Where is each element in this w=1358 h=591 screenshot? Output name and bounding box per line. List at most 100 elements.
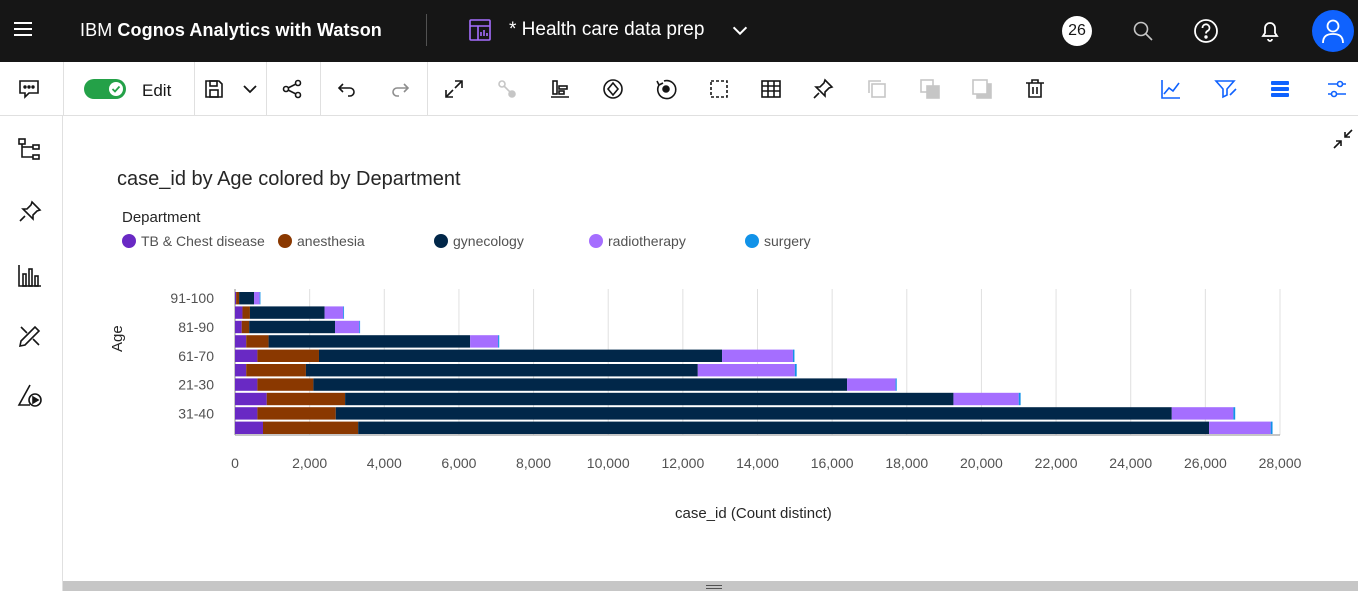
delete-icon[interactable] (1022, 76, 1048, 102)
bar-segment (235, 349, 258, 362)
data-tree-icon[interactable] (16, 136, 44, 164)
x-tick-label: 18,000 (885, 455, 928, 471)
bar-segment (697, 364, 795, 377)
x-tick-label: 20,000 (960, 455, 1003, 471)
filter-edit-icon[interactable] (1213, 76, 1239, 102)
select-area-icon[interactable] (706, 76, 732, 102)
legend-item[interactable]: anesthesia (278, 233, 365, 249)
bar-segment (794, 364, 797, 377)
bar-segment (268, 335, 471, 348)
bar-segment (266, 392, 346, 406)
bar-segment (953, 392, 1019, 406)
legend-item[interactable]: surgery (745, 233, 811, 249)
bar-segment (242, 306, 250, 319)
product-name: IBM Cognos Analytics with Watson (80, 20, 382, 40)
legend-swatch (278, 234, 292, 248)
save-icon[interactable] (201, 76, 227, 102)
share-icon[interactable] (279, 76, 305, 102)
legend-label: TB & Chest disease (141, 233, 265, 249)
send-backward-icon[interactable] (969, 76, 995, 102)
y-tick-label: 31-40 (178, 405, 214, 421)
undo-icon[interactable] (334, 76, 360, 102)
bar-segment (235, 364, 247, 377)
bar-segment (235, 306, 243, 319)
x-axis-title: case_id (Count distinct) (675, 505, 832, 522)
top-bar: IBM Cognos Analytics with Watson * Healt… (0, 0, 1358, 62)
divider (426, 14, 427, 46)
legend-label: surgery (764, 233, 811, 249)
notification-bell-icon[interactable] (1256, 17, 1284, 45)
bar-segment (249, 320, 336, 334)
bar-segment (335, 407, 1172, 420)
separator (194, 62, 195, 116)
bar-segment (324, 306, 344, 319)
toolbar: Edit (0, 62, 1358, 116)
redo-icon[interactable] (387, 76, 413, 102)
x-tick-label: 4,000 (367, 455, 402, 471)
legend-item[interactable]: gynecology (434, 233, 524, 249)
dashboard-icon (469, 19, 491, 41)
bar-segment (1018, 392, 1021, 406)
bar-segment (257, 407, 336, 420)
bar-segment (235, 378, 258, 391)
comment-icon[interactable] (16, 76, 42, 102)
chevron-down-icon[interactable] (729, 20, 751, 42)
pin-icon[interactable] (16, 198, 44, 226)
bar-segment (359, 320, 361, 334)
legend-item[interactable]: radiotherapy (589, 233, 686, 249)
copy-icon[interactable] (864, 76, 890, 102)
visualizations-icon[interactable] (16, 262, 44, 290)
bar-segment (236, 292, 240, 305)
timer-icon[interactable] (653, 76, 679, 102)
expand-icon[interactable] (441, 76, 467, 102)
search-icon[interactable] (1129, 17, 1157, 45)
bar-segment (249, 306, 325, 319)
bar-segment (1233, 407, 1236, 420)
user-avatar[interactable] (1312, 10, 1354, 52)
legend-swatch (589, 234, 603, 248)
bar-segment (246, 335, 269, 348)
resize-bar[interactable] (63, 581, 1358, 591)
bar-segment (1209, 421, 1271, 434)
widgets-tools-icon[interactable] (16, 322, 44, 350)
x-tick-label: 28,000 (1259, 455, 1302, 471)
bar-segment (335, 320, 360, 334)
x-tick-label: 10,000 (587, 455, 630, 471)
bring-forward-icon[interactable] (917, 76, 943, 102)
x-tick-label: 22,000 (1035, 455, 1078, 471)
bar-segment (246, 364, 306, 377)
y-tick-label: 91-100 (170, 290, 214, 306)
bar-segment (239, 292, 255, 305)
help-icon[interactable] (1192, 17, 1220, 45)
table-icon[interactable] (758, 76, 784, 102)
x-tick-label: 2,000 (292, 455, 327, 471)
media-shapes-icon[interactable] (16, 382, 44, 410)
bar-segment (470, 335, 499, 348)
properties-sliders-icon[interactable] (1324, 76, 1350, 102)
insights-chart-icon[interactable] (1158, 76, 1184, 102)
edit-toggle[interactable] (84, 79, 126, 99)
y-tick-label: 21-30 (178, 377, 214, 393)
connect-icon[interactable] (494, 76, 520, 102)
x-tick-label: 14,000 (736, 455, 779, 471)
bar-segment (235, 335, 247, 348)
x-tick-label: 6,000 (441, 455, 476, 471)
legend-label: gynecology (453, 233, 524, 249)
chart-title: case_id by Age colored by Department (117, 168, 461, 190)
collapse-icon[interactable] (1331, 127, 1355, 151)
separator (63, 62, 64, 116)
bar-segment (345, 392, 954, 406)
bar-segment (1171, 407, 1234, 420)
pin-icon[interactable] (810, 76, 836, 102)
resize-grip-icon[interactable] (706, 585, 722, 589)
color-palette-icon[interactable] (600, 76, 626, 102)
bar-segment (254, 292, 260, 305)
x-tick-label: 16,000 (811, 455, 854, 471)
notification-count-badge[interactable]: 26 (1062, 16, 1092, 46)
legend-item[interactable]: TB & Chest disease (122, 233, 265, 249)
align-bottom-icon[interactable] (547, 76, 573, 102)
hamburger-menu-icon[interactable] (14, 18, 40, 44)
chevron-down-icon[interactable] (237, 76, 263, 102)
fields-panel-icon[interactable] (1267, 76, 1293, 102)
bar-segment (235, 292, 237, 305)
